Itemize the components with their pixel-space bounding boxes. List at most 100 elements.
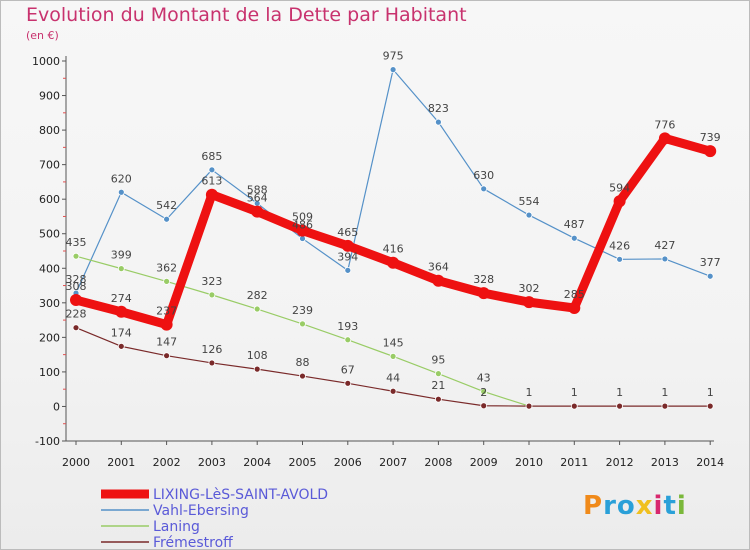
data-label-vahl-ebersing: 620 (111, 172, 132, 185)
data-label-lixing-l-s-saint-avold: 594 (609, 181, 630, 194)
data-label-lixing-l-s-saint-avold: 364 (428, 261, 449, 274)
data-label-lixing-l-s-saint-avold: 308 (66, 280, 87, 293)
data-label-fr-mestroff: 147 (156, 336, 177, 349)
series-line-lixing-l-s-saint-avold (71, 133, 715, 330)
data-point-lixing-l-s-saint-avold (658, 132, 671, 145)
legend-label-lixing-l-s-saint-avold: LIXING-LèS-SAINT-AVOLD (153, 487, 328, 503)
data-label-vahl-ebersing: 542 (156, 199, 177, 212)
x-tick-label: 2003 (198, 456, 226, 469)
data-label-lixing-l-s-saint-avold: 274 (111, 292, 132, 305)
data-label-laning: 95 (431, 354, 445, 367)
x-tick-label: 2008 (424, 456, 452, 469)
data-point-fr-mestroff (117, 342, 125, 350)
data-point-laning (208, 291, 216, 299)
legend-label-vahl-ebersing: Vahl-Ebersing (153, 503, 249, 519)
y-tick-label: 100 (39, 366, 60, 379)
data-label-fr-mestroff: 108 (247, 349, 268, 362)
data-point-fr-mestroff (661, 402, 669, 410)
data-point-vahl-ebersing (117, 188, 125, 196)
data-label-fr-mestroff: 228 (66, 308, 87, 321)
data-point-vahl-ebersing (434, 118, 442, 126)
legend-label-laning: Laning (153, 519, 200, 535)
y-tick-label: 400 (39, 262, 60, 275)
data-label-laning: 193 (337, 320, 358, 333)
data-label-vahl-ebersing: 426 (609, 239, 630, 252)
data-point-lixing-l-s-saint-avold (704, 145, 717, 158)
data-point-vahl-ebersing (344, 266, 352, 274)
unit-label: (en €) (26, 29, 59, 42)
data-label-vahl-ebersing: 823 (428, 102, 449, 115)
x-tick-label: 2007 (379, 456, 407, 469)
data-point-laning (389, 352, 397, 360)
data-point-fr-mestroff (570, 402, 578, 410)
y-tick-label: 900 (39, 90, 60, 103)
data-point-vahl-ebersing (525, 211, 533, 219)
data-point-fr-mestroff (163, 352, 171, 360)
data-point-lixing-l-s-saint-avold (205, 188, 218, 201)
data-label-laning: 145 (383, 336, 404, 349)
data-point-vahl-ebersing (389, 66, 397, 74)
data-point-lixing-l-s-saint-avold (251, 205, 264, 218)
data-label-fr-mestroff: 1 (616, 386, 623, 399)
data-point-lixing-l-s-saint-avold (523, 296, 535, 309)
data-label-fr-mestroff: 67 (341, 363, 355, 376)
data-point-laning (117, 265, 125, 273)
data-point-fr-mestroff (706, 402, 714, 410)
data-point-lixing-l-s-saint-avold (432, 274, 445, 287)
legend-label-fr-mestroff: Frémestroff (153, 535, 233, 550)
data-label-laning: 362 (156, 261, 177, 274)
data-point-lixing-l-s-saint-avold (477, 287, 490, 300)
data-point-lixing-l-s-saint-avold (160, 318, 173, 331)
data-label-lixing-l-s-saint-avold: 416 (383, 243, 404, 256)
data-label-laning: 43 (477, 372, 491, 385)
data-label-vahl-ebersing: 328 (66, 273, 87, 286)
data-label-vahl-ebersing: 554 (519, 195, 540, 208)
data-point-fr-mestroff (299, 372, 306, 380)
data-label-fr-mestroff: 2 (480, 386, 487, 399)
x-tick-label: 2002 (153, 456, 181, 469)
data-point-laning (163, 277, 171, 285)
data-label-fr-mestroff: 1 (526, 386, 533, 399)
x-tick-label: 2006 (334, 456, 362, 469)
data-point-lixing-l-s-saint-avold (387, 256, 400, 269)
x-tick-label: 2014 (696, 456, 724, 469)
data-point-fr-mestroff (616, 402, 623, 410)
y-tick-label: 0 (53, 400, 60, 413)
x-tick-label: 2011 (560, 456, 588, 469)
data-label-lixing-l-s-saint-avold: 328 (473, 273, 494, 286)
data-point-fr-mestroff (389, 387, 397, 395)
data-label-lixing-l-s-saint-avold: 237 (156, 305, 177, 318)
data-point-vahl-ebersing (163, 215, 171, 223)
data-label-fr-mestroff: 174 (111, 326, 132, 339)
data-point-laning (253, 305, 261, 313)
data-point-vahl-ebersing (661, 255, 669, 263)
data-label-fr-mestroff: 1 (707, 386, 714, 399)
data-point-fr-mestroff (525, 402, 533, 410)
data-point-laning (72, 252, 80, 260)
data-point-lixing-l-s-saint-avold (568, 302, 581, 314)
y-tick-label: 1000 (32, 55, 60, 68)
data-label-fr-mestroff: 21 (431, 379, 445, 392)
y-tick-label: 700 (39, 159, 60, 172)
data-label-vahl-ebersing: 685 (201, 150, 222, 163)
data-point-vahl-ebersing (208, 166, 216, 174)
x-tick-label: 2010 (515, 456, 543, 469)
x-tick-label: 2012 (606, 456, 634, 469)
data-point-fr-mestroff (480, 402, 488, 410)
data-point-lixing-l-s-saint-avold (341, 239, 354, 252)
data-point-vahl-ebersing (616, 255, 623, 263)
y-tick-label: 300 (39, 297, 60, 310)
x-tick-label: 2005 (289, 456, 317, 469)
data-label-lixing-l-s-saint-avold: 509 (292, 211, 313, 224)
data-point-lixing-l-s-saint-avold (613, 195, 626, 208)
data-label-laning: 282 (247, 289, 268, 302)
data-point-vahl-ebersing (706, 272, 714, 280)
data-label-vahl-ebersing: 975 (383, 50, 404, 63)
y-tick-label: -100 (35, 435, 60, 448)
data-label-lixing-l-s-saint-avold: 776 (654, 118, 675, 131)
x-tick-label: 2009 (470, 456, 498, 469)
data-label-lixing-l-s-saint-avold: 564 (247, 192, 268, 205)
x-tick-label: 2001 (107, 456, 135, 469)
data-point-fr-mestroff (208, 359, 216, 367)
data-point-fr-mestroff (253, 365, 261, 373)
